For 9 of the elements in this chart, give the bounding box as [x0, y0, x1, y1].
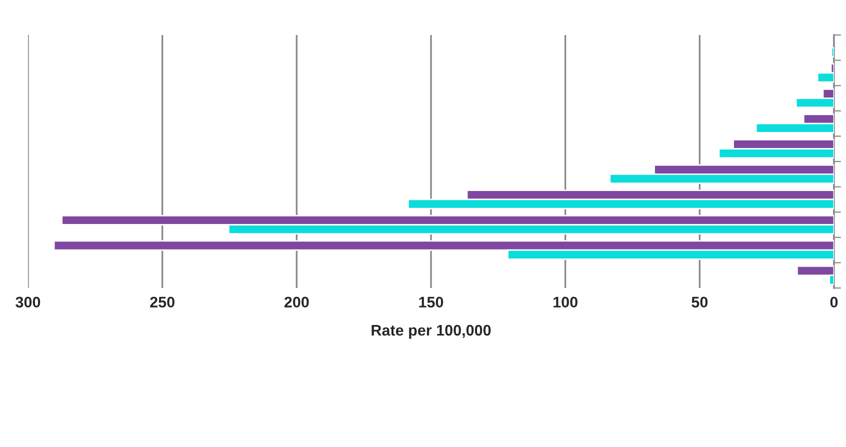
bar — [830, 46, 834, 58]
x-tick-label: 250 — [150, 296, 174, 308]
x-tick-label: 150 — [419, 296, 444, 308]
x-tick-label: 100 — [554, 296, 578, 308]
x-axis-title: Rate per 100,000 — [372, 324, 491, 339]
x-tick-label: 300 — [16, 296, 40, 308]
x-tick-label: 50 — [692, 296, 708, 308]
x-tick-label: 200 — [284, 296, 309, 308]
x-tick-label: 0 — [830, 296, 838, 308]
